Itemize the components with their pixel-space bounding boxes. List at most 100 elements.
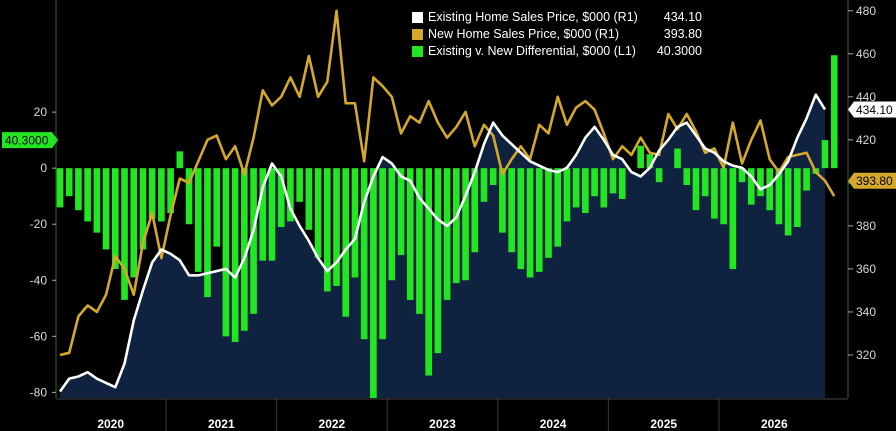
legend-row-existing: Existing Home Sales Price, $000 (R1) 434… (412, 9, 702, 26)
differential-bar (803, 168, 810, 191)
legend: Existing Home Sales Price, $000 (R1) 434… (408, 7, 706, 63)
legend-label-new: New Home Sales Price, $000 (R1) (428, 27, 620, 41)
year-grid (165, 398, 720, 431)
differential-bar (75, 168, 82, 211)
x-tick-label: 2020 (97, 417, 124, 431)
differential-bar (720, 168, 727, 225)
right-tick-label: 480 (856, 4, 876, 18)
differential-bar (370, 168, 377, 398)
differential-bar (287, 168, 294, 222)
differential-bar (130, 168, 138, 278)
differential-bar (259, 168, 267, 261)
differential-bar (462, 168, 469, 281)
differential-bar (563, 168, 571, 222)
differential-bar (102, 168, 110, 250)
differential-bar (342, 168, 350, 317)
differential-bar (121, 168, 128, 300)
differential-bar (618, 168, 626, 199)
differential-bar (738, 168, 746, 183)
svg-text:434.10: 434.10 (856, 103, 893, 117)
legend-value-new: 393.80 (663, 27, 702, 41)
differential-bar (333, 168, 340, 286)
differential-bar (406, 168, 414, 300)
differential-bar (443, 168, 451, 300)
left-tick-label: 20 (34, 105, 48, 119)
differential-bar (250, 168, 257, 314)
differential-bar (508, 168, 515, 253)
differential-bar (323, 168, 331, 292)
differential-bar (757, 168, 764, 197)
legend-swatch-diff (412, 46, 423, 57)
differential-bar (582, 168, 589, 214)
differential-bar (655, 168, 663, 183)
differential-bar (379, 168, 386, 340)
differential-bar (701, 168, 709, 197)
differential-bars (56, 55, 838, 398)
differential-bar (554, 168, 562, 247)
differential-bar (204, 168, 211, 298)
existing-area-fill (60, 94, 825, 398)
x-tick-label: 2023 (429, 417, 456, 431)
right-tick-label: 380 (856, 219, 876, 233)
differential-bar (784, 168, 792, 236)
differential-bar (499, 168, 506, 233)
differential-bar (416, 168, 423, 314)
differential-bar (775, 168, 783, 225)
differential-bar (572, 168, 580, 208)
left-value-tag: 40.3000 (2, 132, 58, 149)
svg-text:393.80: 393.80 (856, 174, 893, 188)
right-tick-label: 320 (856, 348, 876, 362)
differential-bar (397, 168, 405, 256)
new-price-line (59, 9, 836, 357)
price-lines (58, 9, 836, 393)
differential-bar (600, 168, 608, 208)
left-tick-label: -20 (30, 217, 48, 231)
differential-bar (351, 168, 359, 278)
differential-bar (167, 168, 174, 214)
legend-value-diff: 40.3000 (656, 44, 702, 58)
value-tags: 40.3000 434.10 393.80 (2, 101, 896, 189)
differential-bar (360, 168, 368, 340)
differential-bar (56, 168, 64, 208)
left-tick-label: -80 (30, 385, 48, 399)
differential-bar (609, 168, 617, 194)
differential-bar (545, 168, 552, 258)
differential-bar (471, 168, 479, 253)
differential-bar (139, 168, 147, 250)
differential-bar (268, 168, 276, 261)
differential-bar (213, 168, 221, 247)
differential-bar (185, 168, 193, 225)
differential-bar (158, 168, 165, 222)
left-tick-label: -40 (30, 273, 48, 287)
differential-bar (314, 168, 322, 258)
right-tag-existing: 434.10 (848, 101, 896, 118)
existing-price-area (60, 94, 825, 398)
right-tick-label: 340 (856, 305, 876, 319)
differential-bar (434, 168, 442, 354)
existing-price-line (58, 93, 827, 393)
right-tick-label: 440 (856, 90, 876, 104)
differential-bar (296, 168, 303, 202)
legend-swatch-existing (412, 12, 423, 23)
x-tick-label: 2025 (650, 417, 677, 431)
legend-label-diff: Existing v. New Differential, $000 (L1) (428, 44, 636, 58)
differential-bar (93, 168, 101, 233)
differential-bar (305, 168, 313, 230)
differential-bar (84, 168, 91, 222)
svg-text:40.3000: 40.3000 (5, 134, 49, 148)
legend-row-diff: Existing v. New Differential, $000 (L1) … (412, 43, 702, 60)
differential-bar (111, 168, 119, 270)
differential-bar (766, 168, 774, 211)
differential-bar (747, 168, 755, 205)
differential-bar (489, 168, 497, 185)
differential-bar (425, 168, 432, 376)
differential-bar (241, 168, 248, 331)
right-tick-label: 420 (856, 133, 876, 147)
legend-label-existing: Existing Home Sales Price, $000 (R1) (428, 10, 638, 24)
differential-bar (637, 145, 644, 169)
differential-bar (517, 168, 525, 270)
differential-bar (277, 168, 285, 228)
left-tick-label: 0 (40, 161, 47, 175)
right-tag-new: 393.80 (848, 172, 896, 189)
